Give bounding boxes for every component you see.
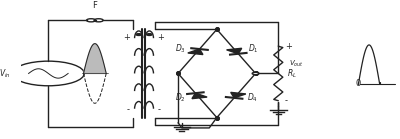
Text: 0: 0 bbox=[356, 79, 361, 88]
Text: -: - bbox=[157, 105, 160, 114]
Text: $V_{out}$: $V_{out}$ bbox=[289, 59, 304, 70]
Polygon shape bbox=[231, 92, 246, 98]
Text: -: - bbox=[127, 105, 130, 114]
Text: $R_L$: $R_L$ bbox=[287, 67, 296, 80]
Text: -: - bbox=[285, 96, 288, 105]
Text: +: + bbox=[157, 33, 164, 42]
Text: $D_1$: $D_1$ bbox=[248, 43, 259, 55]
Polygon shape bbox=[192, 93, 207, 99]
Text: $V_{in}$: $V_{in}$ bbox=[0, 67, 10, 80]
Text: +: + bbox=[123, 33, 130, 42]
Text: $D_2$: $D_2$ bbox=[175, 92, 186, 104]
Text: $D_4$: $D_4$ bbox=[247, 92, 258, 104]
Circle shape bbox=[136, 34, 141, 35]
Circle shape bbox=[252, 72, 259, 75]
Polygon shape bbox=[226, 48, 242, 54]
Text: F: F bbox=[92, 1, 97, 10]
Circle shape bbox=[147, 34, 152, 35]
Text: +: + bbox=[285, 42, 292, 51]
Polygon shape bbox=[188, 49, 203, 55]
Polygon shape bbox=[84, 44, 106, 74]
Text: $D_3$: $D_3$ bbox=[175, 43, 186, 55]
